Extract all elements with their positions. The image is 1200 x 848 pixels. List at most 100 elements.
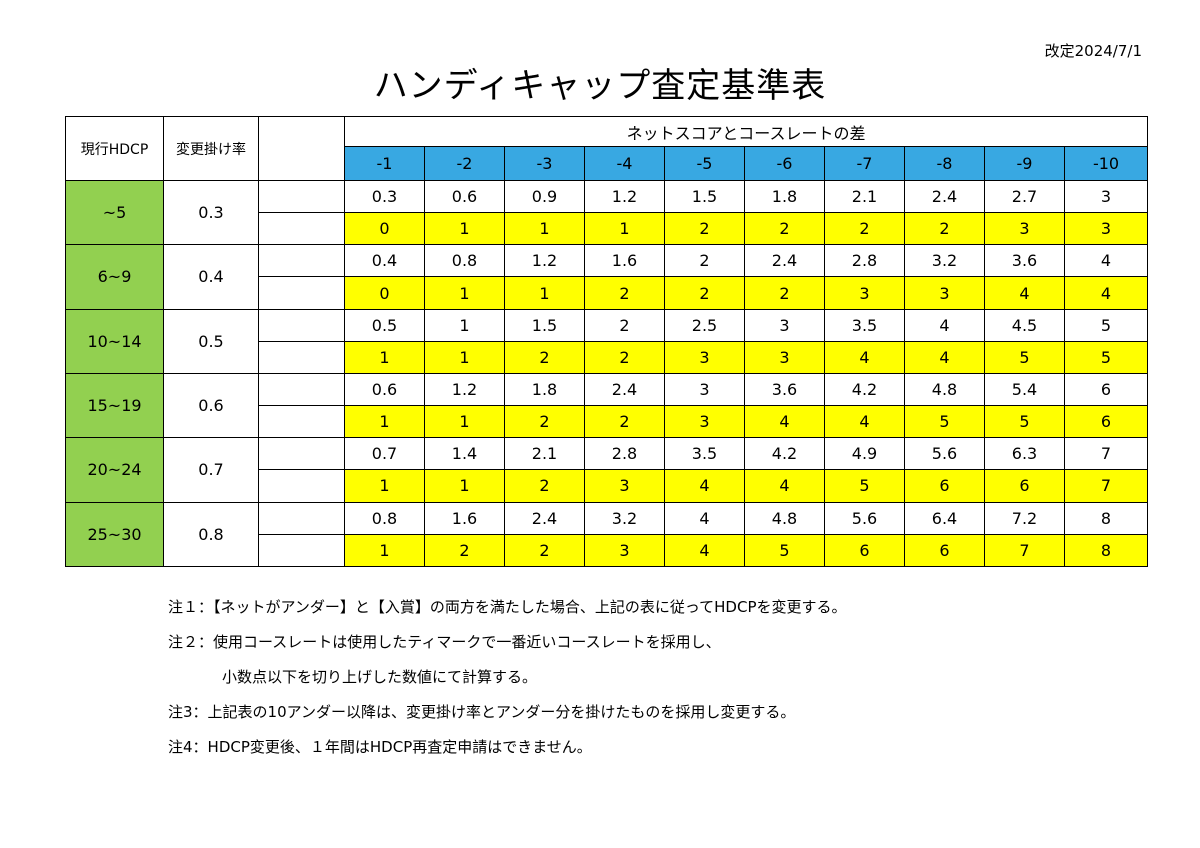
value-cell: 7 (1063, 437, 1149, 471)
value-cell: 4.2 (744, 437, 825, 471)
value-cell: 0.5 (344, 308, 425, 342)
value-cell: 2.4 (904, 179, 985, 214)
rounded-cell: 6 (984, 469, 1065, 503)
rounded-cell: 1 (344, 340, 425, 374)
rounded-cell: 2 (584, 405, 665, 439)
rounded-cell: 6 (904, 469, 985, 503)
value-cell: 2.5 (664, 308, 745, 342)
value-cell: 4.9 (824, 437, 905, 471)
value-cell: 7.2 (984, 501, 1065, 535)
value-cell: 6.3 (984, 437, 1065, 471)
value-cell: 0.3 (344, 179, 425, 214)
value-cell: 2.1 (824, 179, 905, 214)
value-cell: 3 (744, 308, 825, 342)
value-cell: 0.4 (344, 244, 425, 278)
rounded-label-cell (258, 276, 345, 310)
header-diff-cell: -3 (504, 146, 585, 181)
rounded-cell: 7 (1063, 469, 1149, 503)
hdcp-range-cell: 6~9 (65, 244, 164, 310)
value-cell: 1.2 (424, 372, 505, 407)
rounded-cell: 2 (824, 212, 905, 246)
rounded-label-cell (258, 212, 345, 246)
value-cell: 3.2 (904, 244, 985, 278)
rounded-cell: 2 (744, 212, 825, 246)
header-diff-cell: -2 (424, 146, 505, 181)
header-diff-cell: -5 (664, 146, 745, 181)
value-cell: 5.4 (984, 372, 1065, 407)
value-cell: 1.2 (584, 179, 665, 214)
rounded-cell: 3 (744, 340, 825, 374)
rounded-cell: 1 (424, 340, 505, 374)
value-cell: 2.8 (584, 437, 665, 471)
rounded-cell: 2 (504, 533, 585, 568)
rounded-cell: 1 (424, 212, 505, 246)
value-cell: 3.5 (824, 308, 905, 342)
page-title: ハンディキャップ査定基準表 (373, 66, 827, 106)
value-cell: 4 (664, 501, 745, 535)
rounded-cell: 3 (664, 405, 745, 439)
value-cell: 2.1 (504, 437, 585, 471)
rounded-cell: 5 (824, 469, 905, 503)
rate-cell: 0.6 (163, 372, 259, 439)
value-cell: 2 (664, 244, 745, 278)
value-cell: 3.6 (744, 372, 825, 407)
value-cell: 2.4 (744, 244, 825, 278)
value-cell: 4.2 (824, 372, 905, 407)
value-cell: 6.4 (904, 501, 985, 535)
rounded-cell: 1 (504, 212, 585, 246)
handicap-table: 現行HDCP 変更掛け率 ネットスコアとコースレートの差 -1 -2 -3 -4 -5-… (65, 116, 1149, 568)
header-diff-cell: -1 (344, 146, 425, 181)
rounded-label-cell (258, 469, 345, 503)
value-cell: 5 (1063, 308, 1149, 342)
value-cell: 3.5 (664, 437, 745, 471)
value-cell: 3 (664, 372, 745, 407)
rounded-cell: 2 (424, 533, 505, 568)
rounded-cell: 4 (824, 405, 905, 439)
value-cell: 4.8 (744, 501, 825, 535)
rounded-cell: 2 (744, 276, 825, 310)
value-cell: 2.4 (584, 372, 665, 407)
note-2: 注２：使用コースレートは使用したティマークで一番近いコースレートを採用し、 (168, 633, 721, 651)
table-row: 6~9 0.4 0.4 0.8 1.2 1.6 2 2.4 2.8 3.2 3.6 4 (65, 244, 1149, 310)
header-diff-cell: -7 (824, 146, 905, 181)
rate-cell: 0.4 (163, 244, 259, 310)
value-cell: 3.6 (984, 244, 1065, 278)
value-label-cell (258, 179, 345, 214)
table-row: ~5 0.3 0.3 0.6 0.9 1.2 1.5 1.8 2.1 2.4 2.7 3 (65, 179, 1149, 246)
rounded-cell: 1 (344, 405, 425, 439)
rounded-cell: 3 (904, 276, 985, 310)
header-diff-cell: -4 (584, 146, 665, 181)
note-4: 注4：HDCP変更後、１年間はHDCP再査定申請はできません。 (168, 738, 592, 756)
rounded-cell: 4 (744, 405, 825, 439)
rounded-cell: 4 (904, 340, 985, 374)
rounded-cell: 6 (824, 533, 905, 568)
rounded-cell: 2 (504, 469, 585, 503)
rounded-cell: 2 (904, 212, 985, 246)
value-cell: 1.8 (744, 179, 825, 214)
rounded-cell: 0 (344, 276, 425, 310)
rounded-cell: 4 (744, 469, 825, 503)
rounded-cell: 1 (584, 212, 665, 246)
value-label-cell (258, 501, 345, 535)
value-cell: 8 (1063, 501, 1149, 535)
hdcp-range-cell: 25~30 (65, 501, 164, 568)
rounded-cell: 3 (584, 533, 665, 568)
value-cell: 0.7 (344, 437, 425, 471)
rounded-cell: 4 (824, 340, 905, 374)
value-cell: 1.4 (424, 437, 505, 471)
value-label-cell (258, 244, 345, 278)
rounded-cell: 1 (424, 405, 505, 439)
header-diff-cell: -10 (1063, 146, 1149, 181)
value-cell: 6 (1063, 372, 1149, 407)
note-2-continued: 小数点以下を切り上げした数値にて計算する。 (222, 668, 538, 686)
rounded-cell: 3 (984, 212, 1065, 246)
value-cell: 2.7 (984, 179, 1065, 214)
rounded-cell: 7 (984, 533, 1065, 568)
value-cell: 0.8 (344, 501, 425, 535)
rounded-cell: 3 (824, 276, 905, 310)
value-cell: 5.6 (904, 437, 985, 471)
